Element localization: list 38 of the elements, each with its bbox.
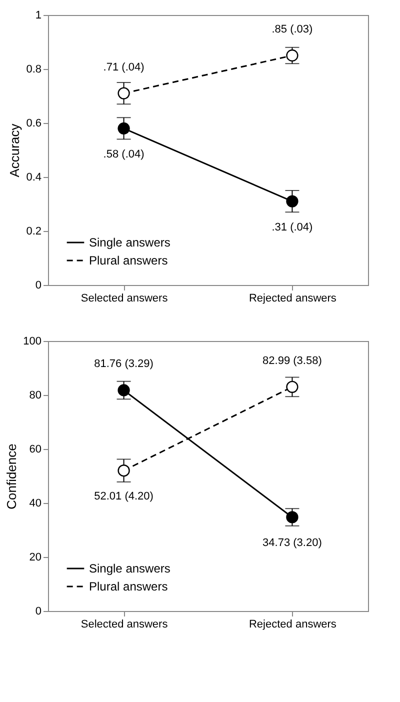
data-label: 34.73 (3.20) <box>262 537 322 550</box>
y-tick-label: 0.8 <box>26 64 42 76</box>
point <box>286 195 298 208</box>
y-tick-label: 0 <box>35 280 42 292</box>
point <box>118 122 130 134</box>
y-tick-label: 100 <box>23 336 42 348</box>
y-axis-title: Confidence <box>4 444 20 510</box>
y-tick-label: 40 <box>29 498 42 510</box>
point <box>118 464 130 477</box>
point <box>118 87 130 100</box>
x-tick-label: Selected answers <box>80 618 168 630</box>
y-tick-label: 0.4 <box>26 172 42 184</box>
point <box>118 384 130 396</box>
data-label: .71 (.04) <box>103 61 144 74</box>
legend-label: Plural answers <box>89 254 168 268</box>
y-tick-label: 20 <box>29 552 42 564</box>
y-axis-title: Accuracy <box>7 123 22 178</box>
point <box>286 49 298 62</box>
data-label: .31 (.04) <box>272 221 313 234</box>
x-tick-label: Selected answers <box>80 292 168 304</box>
data-label: 52.01 (4.20) <box>94 490 154 503</box>
y-tick-label: 1 <box>35 10 42 22</box>
legend-label: Single answers <box>89 236 170 250</box>
data-label: .58 (.04) <box>103 148 144 160</box>
y-tick-label: 60 <box>29 444 42 456</box>
legend-label: Plural answers <box>89 580 168 594</box>
legend-label: Single answers <box>89 562 170 576</box>
y-tick-label: 80 <box>29 390 42 402</box>
point <box>286 380 298 393</box>
y-tick-label: 0.2 <box>26 226 42 238</box>
data-label: 82.99 (3.58) <box>262 354 322 367</box>
point <box>286 511 298 524</box>
y-tick-label: 0.6 <box>26 118 42 130</box>
x-tick-label: Rejected answers <box>248 292 337 304</box>
data-label: .85 (.03) <box>272 24 313 36</box>
x-tick-label: Rejected answers <box>248 618 337 630</box>
y-tick-label: 0 <box>35 606 42 618</box>
data-label: 81.76 (3.29) <box>94 358 154 370</box>
